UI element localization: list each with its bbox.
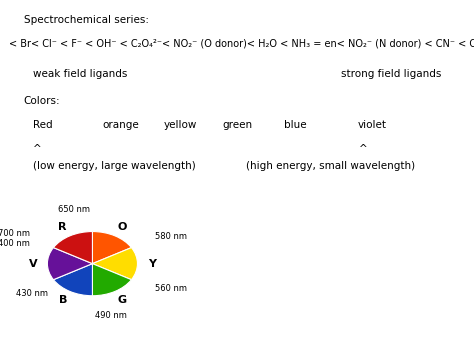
Text: 560 nm: 560 nm (155, 284, 187, 293)
Text: Colors:: Colors: (24, 96, 60, 106)
Text: 700 nm
400 nm: 700 nm 400 nm (0, 229, 29, 248)
Text: V: V (29, 259, 37, 269)
Text: 490 nm: 490 nm (95, 311, 127, 320)
Text: Red: Red (33, 120, 53, 130)
Text: strong field ligands: strong field ligands (341, 69, 442, 79)
Text: orange: orange (102, 120, 139, 130)
Text: B: B (58, 295, 67, 305)
Text: 430 nm: 430 nm (16, 289, 48, 297)
Wedge shape (92, 247, 137, 280)
Text: ^: ^ (359, 144, 368, 154)
Text: Spectrochemical series:: Spectrochemical series: (24, 15, 149, 25)
Wedge shape (92, 232, 131, 264)
Text: weak field ligands: weak field ligands (33, 69, 128, 79)
Text: G: G (118, 295, 127, 305)
Wedge shape (54, 264, 92, 296)
Text: yellow: yellow (164, 120, 197, 130)
Text: R: R (58, 222, 67, 232)
Text: (low energy, large wavelength): (low energy, large wavelength) (33, 161, 196, 171)
Wedge shape (92, 264, 131, 296)
Text: O: O (118, 222, 127, 232)
Text: (high energy, small wavelength): (high energy, small wavelength) (246, 161, 416, 171)
Wedge shape (54, 232, 92, 264)
Text: ^: ^ (33, 144, 42, 154)
Text: < Br< Cl⁻ < F⁻ < OH⁻ < C₂O₄²⁻< NO₂⁻ (O donor)< H₂O < NH₃ = en< NO₂⁻ (N donor) < : < Br< Cl⁻ < F⁻ < OH⁻ < C₂O₄²⁻< NO₂⁻ (O d… (9, 39, 474, 49)
Text: green: green (223, 120, 253, 130)
Text: 580 nm: 580 nm (155, 232, 187, 241)
Text: Y: Y (148, 259, 156, 269)
Text: blue: blue (284, 120, 307, 130)
Wedge shape (47, 247, 92, 280)
Text: 650 nm: 650 nm (58, 205, 90, 214)
Text: violet: violet (358, 120, 387, 130)
